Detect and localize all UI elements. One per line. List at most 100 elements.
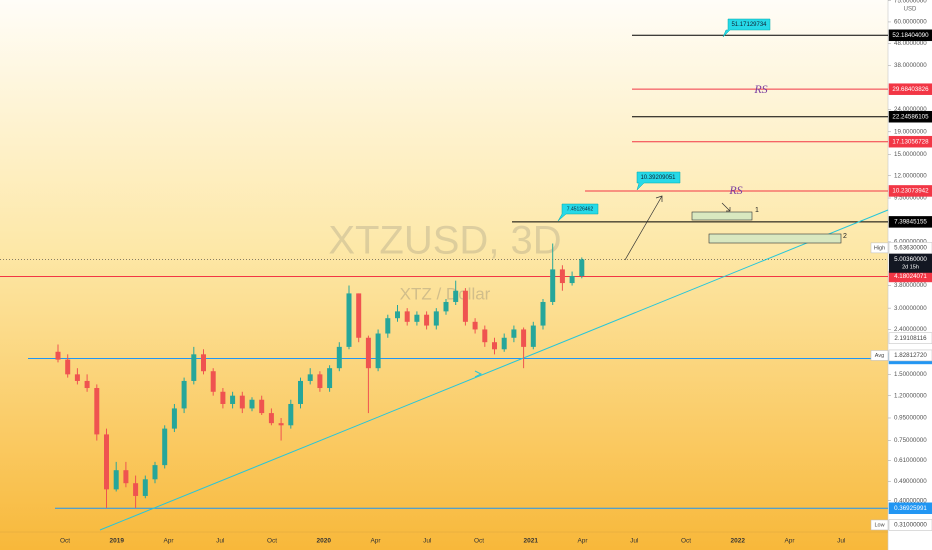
x-tick-label: 2021 bbox=[524, 538, 539, 545]
y-tick-label: 19.0000000 bbox=[894, 128, 927, 135]
marker-tag: Avg bbox=[875, 353, 884, 359]
price-label-box bbox=[888, 135, 932, 148]
price-label: 0.36925991 bbox=[894, 505, 927, 512]
candle-body bbox=[94, 388, 100, 435]
watermark-subtitle: XTZ / Dollar bbox=[400, 284, 491, 303]
y-tick-label: 3.00000000 bbox=[894, 305, 927, 312]
candle-body bbox=[317, 374, 323, 389]
y-tick-label: 0.75000000 bbox=[894, 437, 927, 444]
candle-body bbox=[278, 423, 284, 426]
candle-body bbox=[104, 434, 109, 490]
price-label: 29.68403826 bbox=[892, 86, 929, 93]
candle-body bbox=[210, 371, 216, 392]
rs-label: RS bbox=[753, 82, 767, 96]
candle-body bbox=[472, 321, 478, 330]
candle-body bbox=[424, 314, 430, 326]
x-tick-label: Jul bbox=[837, 538, 846, 545]
price-label-box bbox=[888, 185, 932, 197]
countdown: 2d 15h bbox=[902, 265, 919, 271]
price-label: 0.31000000 bbox=[894, 522, 927, 529]
candle-body bbox=[201, 354, 206, 372]
x-tick-label: Apr bbox=[577, 538, 588, 545]
x-tick-label: Oct bbox=[681, 538, 691, 545]
candle-body bbox=[550, 269, 556, 302]
trend-arrow bbox=[474, 370, 483, 378]
candle-body bbox=[220, 391, 226, 404]
price-label-box bbox=[888, 242, 932, 254]
y-tick-label: 38.0000000 bbox=[894, 62, 927, 69]
price-label-box bbox=[888, 29, 932, 42]
candle-body bbox=[395, 311, 400, 319]
levels bbox=[0, 34, 888, 509]
currency: USD bbox=[904, 7, 917, 13]
candle-body bbox=[181, 380, 187, 409]
arrow-line bbox=[624, 195, 663, 261]
candle-body bbox=[511, 329, 517, 338]
price-label: 52.18404090 bbox=[892, 32, 929, 39]
x-tick-label: Apr bbox=[784, 538, 795, 545]
candle-body bbox=[336, 346, 342, 369]
candle-body bbox=[375, 333, 381, 369]
candle-body bbox=[113, 470, 119, 490]
y-tick-label: 75.0000000 bbox=[894, 0, 927, 4]
candle-body bbox=[443, 301, 449, 312]
candle-body bbox=[501, 337, 507, 350]
arrow-line bbox=[721, 202, 731, 212]
y-tick-label: 3.80000000 bbox=[894, 282, 927, 289]
callout-text: 7.45126462 bbox=[567, 206, 594, 212]
candle-body bbox=[191, 354, 197, 381]
price-label-box bbox=[888, 502, 932, 515]
candle-body bbox=[569, 275, 575, 284]
y-tick-label: 60.0000000 bbox=[894, 19, 927, 26]
price-label: 22.24586105 bbox=[892, 113, 929, 120]
candle-body bbox=[230, 395, 236, 404]
y-tick-label: 24.0000000 bbox=[894, 106, 927, 113]
trend-line bbox=[99, 209, 889, 531]
candle-body bbox=[123, 470, 129, 484]
marker-tag: High bbox=[874, 245, 885, 251]
x-tick-label: Oct bbox=[60, 538, 70, 545]
candle-body bbox=[521, 329, 527, 347]
candle-body bbox=[404, 311, 410, 322]
candle-body bbox=[365, 337, 371, 369]
candle-body bbox=[433, 311, 439, 326]
x-tick-label: Oct bbox=[267, 538, 277, 545]
watermark-title: XTZUSD, 3D bbox=[328, 219, 561, 263]
candle-body bbox=[162, 428, 168, 466]
plot-background bbox=[0, 0, 888, 550]
y-tick-label: 12.0000000 bbox=[894, 172, 927, 179]
candles bbox=[55, 243, 585, 509]
x-tick-label: 2019 bbox=[110, 538, 125, 545]
candle-body bbox=[74, 374, 80, 381]
x-tick-label: Apr bbox=[163, 538, 174, 545]
candle-body bbox=[142, 479, 148, 496]
candle-body bbox=[453, 290, 459, 302]
x-axis: Oct 2019 Apr Jul Oct 2020 Apr Jul Oct 2021 Apr Jul O… bbox=[60, 538, 846, 545]
candle-body bbox=[462, 290, 468, 322]
x-tick-label: 2022 bbox=[731, 538, 746, 545]
callout-box bbox=[557, 203, 599, 222]
y-axis: 75.0000000 60.0000000 48.0000000 38.0000000… bbox=[870, 0, 932, 531]
candle-body bbox=[492, 342, 497, 350]
price-label-box bbox=[888, 216, 932, 228]
price-label: 1.82812720 bbox=[894, 352, 927, 359]
price-label: 17.13056728 bbox=[892, 138, 929, 145]
y-tick-label: 0.49000000 bbox=[894, 478, 927, 485]
candle-body bbox=[559, 269, 565, 284]
marker-tag-box bbox=[870, 350, 889, 361]
price-label-box bbox=[888, 332, 932, 344]
candle-body bbox=[327, 368, 333, 389]
y-tick-label: 1.50000000 bbox=[894, 371, 927, 378]
price-label-box bbox=[888, 519, 932, 531]
x-tick-label: Jul bbox=[630, 538, 639, 545]
y-tick-label: 48.0000000 bbox=[894, 40, 927, 47]
candle-body bbox=[414, 314, 420, 322]
last-price-label: 5.00360000 bbox=[894, 256, 927, 263]
candle-body bbox=[579, 259, 585, 276]
candle-body bbox=[268, 413, 274, 424]
last-price-box bbox=[889, 253, 932, 273]
price-label-box bbox=[888, 110, 932, 123]
callout-text: 10.39209051 bbox=[640, 175, 676, 181]
candle-body bbox=[540, 301, 546, 326]
